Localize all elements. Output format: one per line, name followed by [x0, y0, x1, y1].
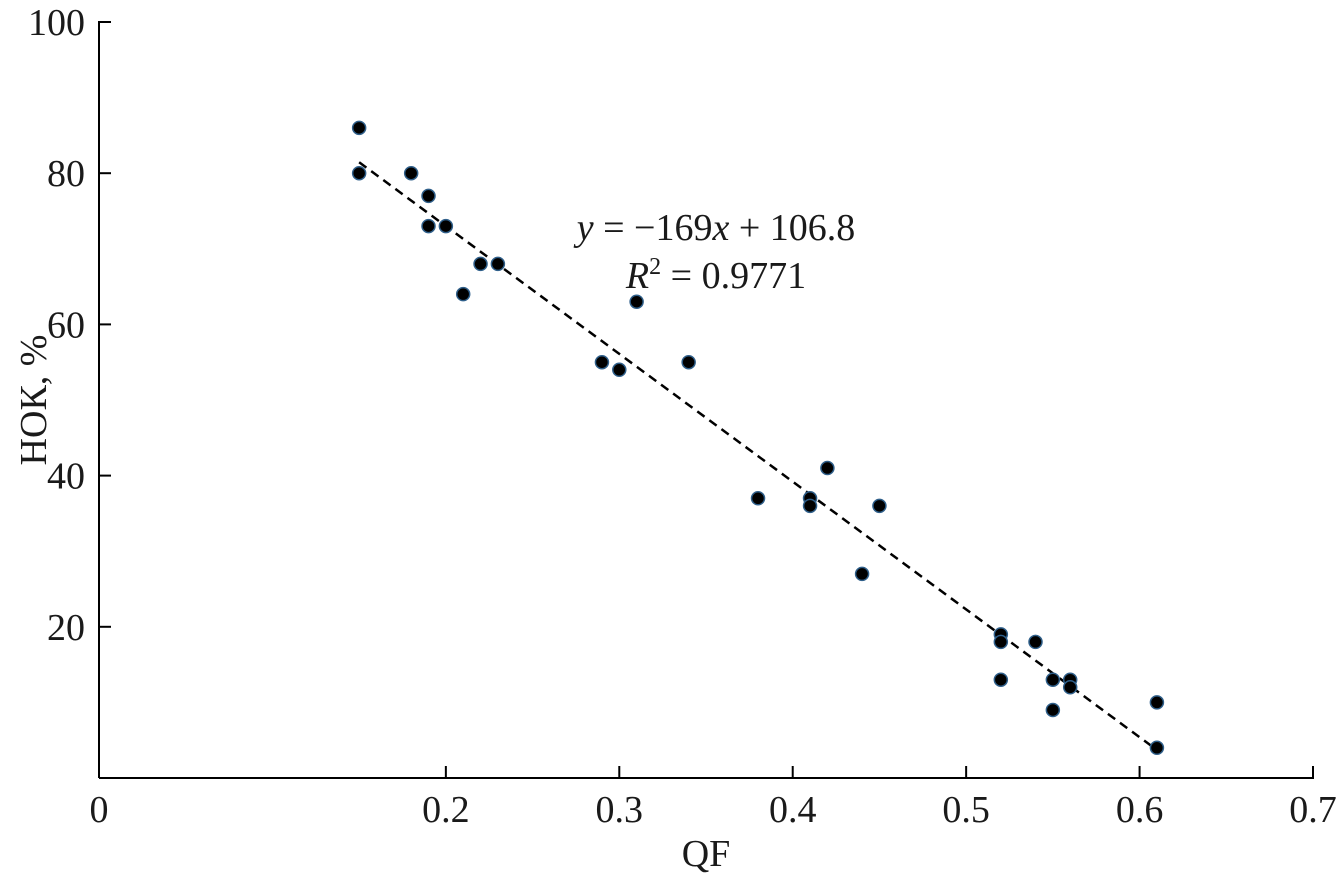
data-point	[351, 165, 367, 181]
x-axis-ticks: 0 0.2 0.3 0.4 0.5 0.6 0.7	[90, 766, 1337, 831]
data-point	[820, 460, 835, 476]
y-tick-label: 100	[28, 2, 85, 44]
data-point	[1149, 740, 1165, 756]
data-point	[1045, 672, 1061, 687]
data-point	[854, 566, 870, 582]
x-tick-label: 0.2	[422, 789, 470, 831]
data-point	[802, 498, 818, 514]
data-point	[351, 120, 367, 136]
x-tick-label: 0.7	[1289, 789, 1337, 831]
regression-equation: y = −169x + 106.8	[573, 207, 856, 249]
r-squared-label: R2 = 0.9771	[625, 254, 806, 297]
data-point	[403, 165, 419, 181]
data-point	[993, 672, 1009, 687]
x-tick-label: 0.6	[1116, 789, 1164, 831]
data-point	[421, 188, 436, 204]
x-tick-label: 0	[90, 789, 109, 831]
data-point	[1045, 702, 1061, 718]
data-point	[1028, 634, 1043, 650]
x-axis-title: QF	[682, 833, 731, 875]
x-tick-label: 0.4	[769, 789, 817, 831]
data-point	[421, 218, 436, 234]
trendline	[358, 161, 1158, 751]
data-point	[872, 498, 887, 514]
y-tick-label: 20	[47, 607, 85, 649]
data-point	[612, 362, 627, 378]
y-tick-label: 80	[47, 153, 85, 195]
data-point	[594, 354, 610, 370]
data-point	[750, 491, 766, 506]
data-point	[1149, 695, 1165, 710]
data-points	[351, 120, 1165, 756]
data-point	[473, 256, 488, 272]
y-tick-label: 40	[47, 456, 85, 498]
x-tick-label: 0.3	[596, 789, 644, 831]
y-tick-label: 60	[47, 304, 85, 346]
y-axis-ticks: 20 40 60 80 100	[28, 2, 111, 649]
data-point	[993, 634, 1009, 650]
y-axis-title: НОК, %	[13, 335, 55, 466]
data-point	[438, 218, 454, 234]
trendline-group	[358, 161, 1158, 751]
data-point	[1062, 680, 1078, 695]
axes	[98, 21, 1314, 779]
data-point	[681, 354, 696, 370]
data-point	[490, 256, 506, 272]
x-tick-label: 0.5	[942, 789, 990, 831]
data-point	[629, 294, 644, 309]
data-point	[455, 286, 471, 302]
